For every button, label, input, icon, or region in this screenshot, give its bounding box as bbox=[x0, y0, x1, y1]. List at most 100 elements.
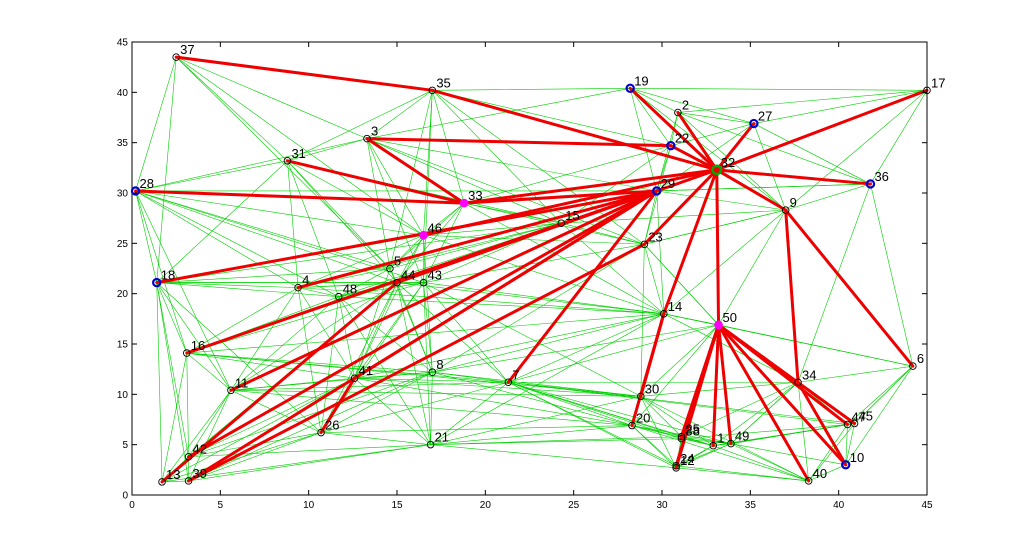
node-22: 22 bbox=[666, 131, 689, 151]
node-label-44: 44 bbox=[401, 268, 415, 283]
background-edge-11-8 bbox=[230, 371, 433, 391]
background-edge-44-41 bbox=[354, 282, 398, 379]
background-edge-18-48 bbox=[156, 282, 340, 297]
node-marker-19 bbox=[625, 83, 635, 94]
node-label-18: 18 bbox=[161, 268, 175, 283]
background-edge-39-26 bbox=[188, 432, 322, 482]
background-edge-18-4 bbox=[156, 282, 299, 288]
background-edge-43-41 bbox=[354, 282, 424, 379]
background-edge-10-47 bbox=[845, 424, 848, 466]
background-edge-7-47 bbox=[507, 381, 848, 425]
node-marker-16 bbox=[183, 349, 191, 357]
x-axis-ticks: 0 5 10 15 20 25 30 35 40 45 bbox=[129, 42, 933, 511]
path-edge-34-10 bbox=[796, 380, 848, 467]
background-edge-40-47 bbox=[808, 424, 848, 482]
x-tick-label-25: 25 bbox=[568, 500, 580, 511]
background-edge-28-44 bbox=[135, 190, 398, 283]
node-38: 38 bbox=[677, 424, 700, 443]
background-edge-3-31 bbox=[287, 138, 368, 162]
background-edge-1-40 bbox=[712, 445, 809, 482]
node-36: 36 bbox=[865, 169, 889, 189]
background-edge-17-9 bbox=[785, 90, 928, 211]
node-label-32: 32 bbox=[721, 155, 735, 170]
node-27: 27 bbox=[749, 109, 772, 129]
node-marker-36 bbox=[865, 179, 876, 189]
background-edge-28-48 bbox=[135, 190, 340, 297]
path-edge-17-32 bbox=[715, 88, 929, 172]
node-label-2: 2 bbox=[682, 97, 689, 112]
node-24: 24 bbox=[672, 451, 695, 470]
background-edge-4-48 bbox=[297, 287, 340, 297]
background-edge-35-31 bbox=[287, 90, 433, 162]
background-edge-16-41 bbox=[186, 352, 355, 379]
background-edge-35-15 bbox=[432, 90, 562, 224]
node-label-9: 9 bbox=[790, 195, 797, 210]
background-edge-26-20 bbox=[320, 425, 633, 433]
node-label-22: 22 bbox=[675, 131, 689, 146]
background-edge-43-21 bbox=[423, 282, 431, 445]
background-edge-36-34 bbox=[797, 183, 871, 383]
node-label-5: 5 bbox=[394, 254, 401, 269]
x-tick-label-5: 5 bbox=[218, 500, 224, 511]
y-tick-label-0: 0 bbox=[122, 491, 128, 502]
background-edge-50-23 bbox=[644, 244, 719, 326]
background-edge-39-21 bbox=[188, 444, 431, 482]
node-18: 18 bbox=[152, 268, 175, 288]
background-edge-46-23 bbox=[423, 234, 645, 245]
path-edge-50-40 bbox=[717, 323, 811, 483]
background-edge-33-22 bbox=[463, 145, 672, 204]
background-edge-21-38 bbox=[430, 438, 682, 445]
node-marker-2 bbox=[674, 108, 682, 117]
path-edge-33-29 bbox=[462, 189, 659, 205]
path-edge-50-32 bbox=[715, 168, 721, 327]
background-edge-30-25 bbox=[640, 396, 682, 437]
node-label-38: 38 bbox=[685, 424, 699, 439]
node-label-43: 43 bbox=[428, 268, 442, 283]
background-edge-43-8 bbox=[423, 282, 433, 373]
background-edge-7-12 bbox=[507, 381, 677, 469]
plot-frame bbox=[131, 41, 928, 496]
node-marker-26 bbox=[317, 428, 325, 437]
node-marker-7 bbox=[504, 378, 513, 387]
node-10: 10 bbox=[841, 450, 864, 470]
path-edge-46-32 bbox=[422, 168, 719, 237]
node-12: 12 bbox=[672, 453, 695, 472]
background-edge-15-18 bbox=[156, 222, 562, 283]
background-edge-16-42 bbox=[186, 352, 189, 458]
node-label-48: 48 bbox=[343, 282, 357, 297]
node-28: 28 bbox=[130, 176, 154, 196]
node-label-35: 35 bbox=[436, 75, 450, 90]
node-marker-35 bbox=[428, 86, 437, 95]
node-14: 14 bbox=[660, 299, 682, 318]
background-edge-29-36 bbox=[656, 183, 871, 192]
background-edge-31-28 bbox=[135, 160, 288, 192]
background-edge-11-13 bbox=[161, 390, 232, 483]
background-edge-12-40 bbox=[675, 467, 809, 482]
node-label-1: 1 bbox=[717, 431, 724, 446]
background-edge-22-27 bbox=[670, 123, 755, 146]
path-edge-26-41 bbox=[319, 376, 357, 435]
background-edge-38-1 bbox=[681, 438, 714, 446]
node-23: 23 bbox=[640, 229, 663, 249]
background-edge-30-23 bbox=[640, 244, 645, 397]
background-edge-43-7 bbox=[423, 282, 509, 383]
node-47: 47 bbox=[843, 410, 866, 429]
node-label-40: 40 bbox=[813, 466, 827, 481]
background-edge-46-14 bbox=[423, 234, 665, 315]
background-edge-44-14 bbox=[396, 282, 665, 315]
node-marker-21 bbox=[426, 440, 435, 449]
background-edge-14-23 bbox=[644, 244, 665, 315]
node-13: 13 bbox=[158, 467, 181, 486]
background-edge-28-46 bbox=[135, 190, 424, 236]
node-11: 11 bbox=[227, 375, 248, 395]
node-17: 17 bbox=[923, 75, 945, 95]
background-edge-44-26 bbox=[320, 282, 398, 433]
path-edge-30-14 bbox=[639, 312, 666, 398]
node-marker-45 bbox=[850, 419, 859, 428]
background-edge-19-29 bbox=[629, 88, 658, 192]
node-label-41: 41 bbox=[359, 363, 373, 378]
node-7: 7 bbox=[504, 367, 520, 387]
path-edge-14-32 bbox=[662, 168, 719, 316]
background-edge-36-9 bbox=[785, 183, 871, 211]
